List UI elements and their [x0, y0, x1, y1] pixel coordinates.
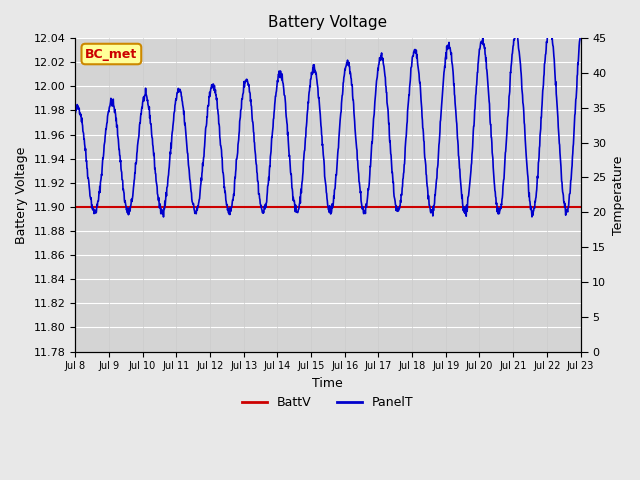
Title: Battery Voltage: Battery Voltage — [268, 15, 387, 30]
Text: BC_met: BC_met — [85, 48, 138, 60]
Y-axis label: Temperature: Temperature — [612, 155, 625, 235]
X-axis label: Time: Time — [312, 377, 343, 390]
Legend: BattV, PanelT: BattV, PanelT — [237, 391, 419, 414]
Y-axis label: Battery Voltage: Battery Voltage — [15, 146, 28, 243]
